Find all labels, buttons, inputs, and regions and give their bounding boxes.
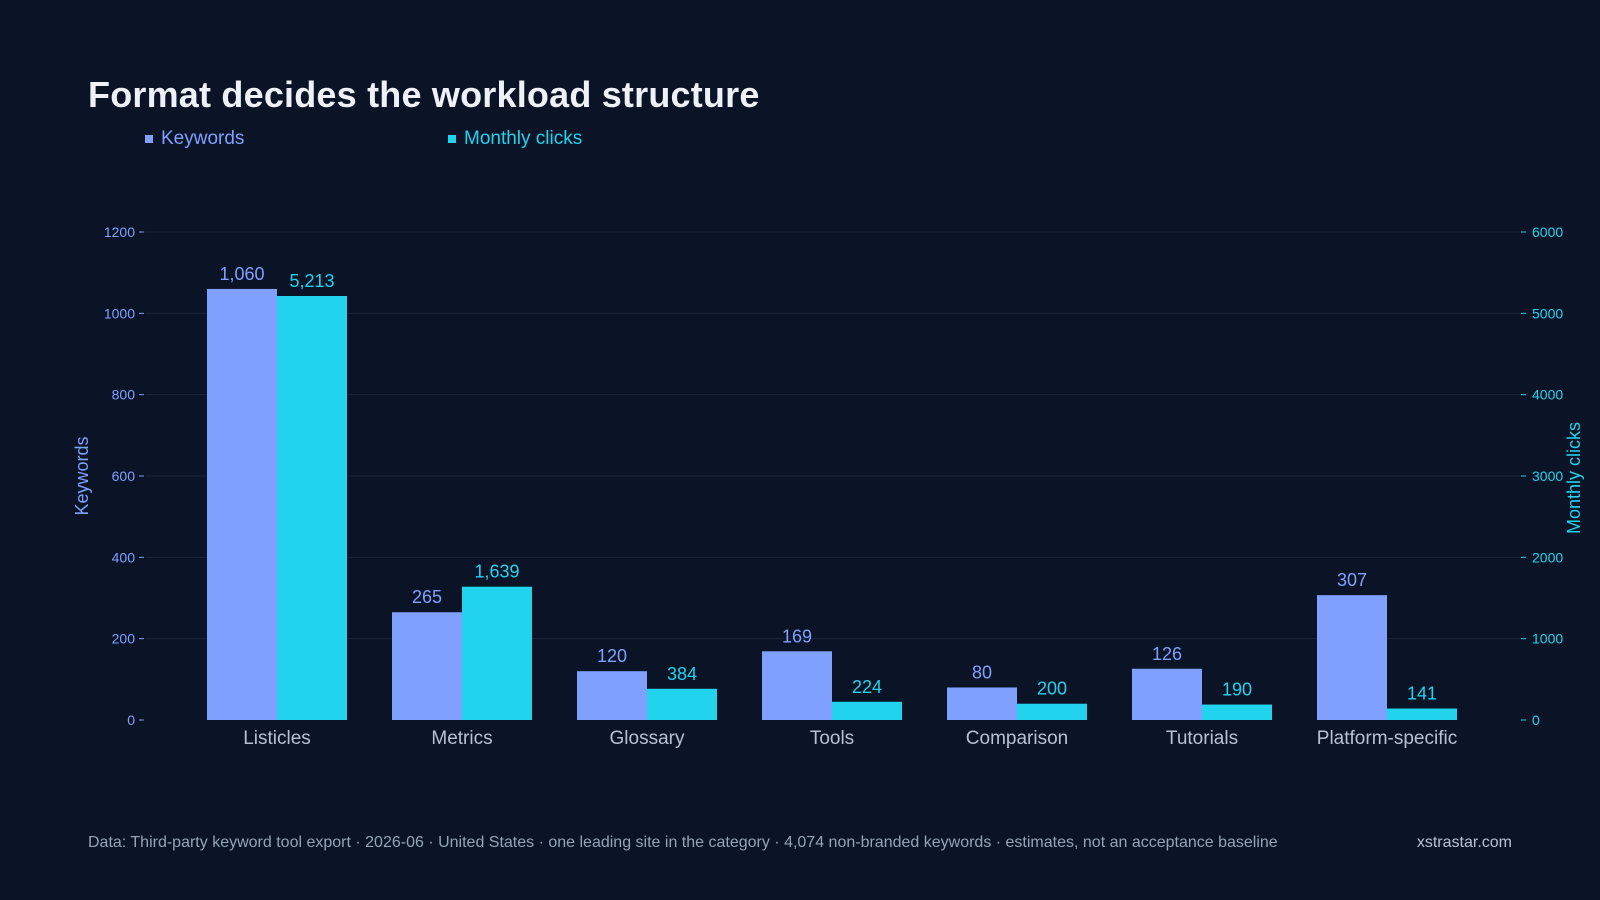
y-tick-label-200: 200 bbox=[112, 631, 136, 647]
y2-tick-label-4000: 4000 bbox=[1532, 387, 1563, 403]
data-label-keywords-listicles: 1,060 bbox=[219, 264, 264, 284]
bar-keywords-platform-specific bbox=[1317, 595, 1387, 720]
x-tick-label-tools: Tools bbox=[810, 728, 854, 749]
legend-label-monthly-clicks: Monthly clicks bbox=[464, 128, 583, 149]
y2-tick-label-6000: 6000 bbox=[1532, 224, 1563, 240]
y-tick-label-600: 600 bbox=[112, 468, 136, 484]
data-label-keywords-tools: 169 bbox=[782, 626, 812, 646]
data-label-clicks-comparison: 200 bbox=[1037, 679, 1067, 699]
data-label-clicks-listicles: 5,213 bbox=[289, 271, 334, 291]
legend-item-keywords: Keywords bbox=[145, 128, 244, 150]
y-tick-label-1000: 1000 bbox=[104, 305, 135, 321]
data-label-clicks-metrics: 1,639 bbox=[474, 562, 519, 582]
legend-item-monthly-clicks: Monthly clicks bbox=[448, 128, 582, 150]
x-tick-label-comparison: Comparison bbox=[966, 728, 1068, 749]
y-tick-label-1200: 1200 bbox=[104, 224, 135, 240]
data-label-clicks-platform-specific: 141 bbox=[1407, 684, 1437, 704]
data-label-keywords-platform-specific: 307 bbox=[1337, 570, 1367, 590]
x-tick-label-tutorials: Tutorials bbox=[1166, 728, 1238, 749]
bar-clicks-metrics bbox=[462, 586, 532, 720]
bar-keywords-metrics bbox=[392, 612, 462, 720]
y2-axis-title: Monthly clicks bbox=[1564, 422, 1584, 534]
bar-clicks-tools bbox=[832, 701, 902, 720]
bar-keywords-tools bbox=[762, 651, 832, 720]
data-label-keywords-tutorials: 126 bbox=[1152, 644, 1182, 664]
data-label-clicks-tools: 224 bbox=[852, 677, 882, 697]
y-tick-label-400: 400 bbox=[112, 549, 136, 565]
legend-label-keywords: Keywords bbox=[161, 128, 245, 149]
legend-swatch-keywords bbox=[145, 135, 153, 143]
x-tick-label-platform-specific: Platform-specific bbox=[1317, 728, 1457, 749]
y2-tick-label-5000: 5000 bbox=[1532, 305, 1563, 321]
bar-clicks-comparison bbox=[1017, 703, 1087, 720]
bar-clicks-tutorials bbox=[1202, 704, 1272, 720]
data-label-clicks-glossary: 384 bbox=[667, 664, 697, 684]
legend: Keywords Monthly clicks bbox=[0, 128, 1600, 158]
y2-tick-label-0: 0 bbox=[1532, 712, 1540, 728]
data-label-clicks-tutorials: 190 bbox=[1222, 680, 1252, 700]
bar-keywords-comparison bbox=[947, 687, 1017, 720]
legend-swatch-monthly-clicks bbox=[448, 135, 456, 143]
data-label-keywords-glossary: 120 bbox=[597, 646, 627, 666]
data-source-note: Data: Third-party keyword tool export · … bbox=[88, 834, 1278, 851]
y2-tick-label-1000: 1000 bbox=[1532, 631, 1563, 647]
bar-keywords-glossary bbox=[577, 671, 647, 720]
y-axis-title: Keywords bbox=[72, 436, 92, 515]
y-tick-label-800: 800 bbox=[112, 387, 136, 403]
chart-title: Format decides the workload structure bbox=[88, 74, 760, 115]
bar-clicks-listicles bbox=[277, 296, 347, 720]
y2-tick-label-2000: 2000 bbox=[1532, 549, 1563, 565]
x-tick-label-glossary: Glossary bbox=[610, 728, 685, 749]
y-tick-label-0: 0 bbox=[127, 712, 135, 728]
brand-label: xstrastar.com bbox=[1416, 834, 1512, 851]
x-tick-label-listicles: Listicles bbox=[243, 728, 311, 749]
x-tick-label-metrics: Metrics bbox=[431, 728, 492, 749]
data-label-keywords-metrics: 265 bbox=[412, 587, 442, 607]
bar-keywords-listicles bbox=[207, 288, 277, 720]
data-label-keywords-comparison: 80 bbox=[972, 662, 992, 682]
bar-clicks-glossary bbox=[647, 688, 717, 720]
y2-tick-label-3000: 3000 bbox=[1532, 468, 1563, 484]
bar-clicks-platform-specific bbox=[1387, 708, 1457, 720]
bar-keywords-tutorials bbox=[1132, 668, 1202, 720]
